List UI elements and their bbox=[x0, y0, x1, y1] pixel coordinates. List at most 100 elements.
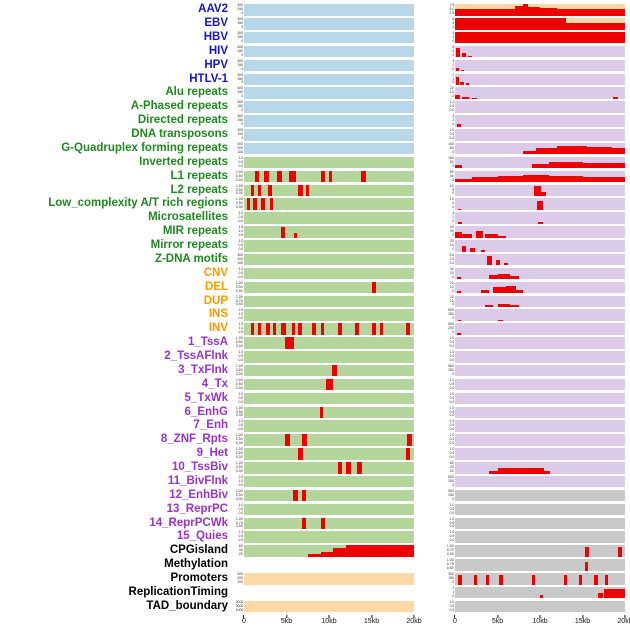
right-track-panel bbox=[455, 309, 625, 321]
y-tick-label: 3000 bbox=[235, 600, 243, 604]
y-axis-ticks bbox=[232, 587, 244, 599]
y-axis-ticks: 1.0 0.5 0.0 bbox=[443, 337, 455, 349]
y-axis-ticks: 100 50 0 bbox=[443, 143, 455, 155]
track-row: 7_Enh 1.0 0.5 0.0 1.0 0.5 0.0 bbox=[0, 419, 630, 433]
signal-bar bbox=[298, 323, 302, 335]
signal-bar bbox=[618, 547, 623, 557]
left-track-panel bbox=[244, 517, 414, 530]
y-axis-ticks: 1.0 0.5 0.0 bbox=[232, 212, 244, 224]
signal-bar bbox=[298, 448, 303, 460]
signal-bar bbox=[597, 592, 603, 599]
y-tick-label: 0.50 bbox=[236, 368, 243, 372]
signal-bar bbox=[456, 124, 461, 127]
track-rows: AAV2 300 150 0 7.5 5.0 2.5 EBV 300 150 0 6 4 2 HBV 300 1… bbox=[0, 3, 630, 614]
x-tick: 20kb bbox=[617, 614, 630, 625]
signal-bar bbox=[272, 323, 277, 335]
right-track-panel bbox=[455, 184, 625, 197]
y-tick-label: 0 bbox=[241, 108, 243, 113]
y-axis-ticks: 1.0 0.5 0.0 bbox=[443, 531, 455, 543]
track-row: AAV2 300 150 0 7.5 5.0 2.5 bbox=[0, 3, 630, 17]
y-axis-ticks: 1.00 0.50 0.00 bbox=[232, 462, 244, 474]
y-axis-ticks: 1.0 0.5 0.0 bbox=[443, 129, 455, 141]
right-track-panel bbox=[455, 115, 625, 127]
y-tick-label: 150 bbox=[237, 63, 243, 67]
left-track-panel bbox=[244, 364, 414, 377]
x-tick: 10kb bbox=[532, 614, 548, 625]
track-row: DUP 1.00 0.75 0.50 20 10 0 bbox=[0, 294, 630, 308]
signal-bar bbox=[535, 148, 557, 155]
y-tick-label: 0 bbox=[241, 11, 243, 16]
y-tick-label: 5.0 bbox=[449, 253, 454, 258]
y-tick-label: 10 bbox=[450, 299, 454, 303]
y-tick-label: 0.0 bbox=[238, 427, 243, 432]
x-tick: 15kb bbox=[364, 614, 379, 625]
signal-bar bbox=[297, 184, 303, 197]
y-tick-label: 1.0 bbox=[238, 267, 243, 271]
signal-bar bbox=[484, 304, 494, 308]
y-tick-label: 0.50 bbox=[236, 340, 243, 345]
y-tick-label: 0.00 bbox=[236, 469, 243, 474]
y-tick-label: 1.0 bbox=[238, 392, 243, 396]
y-tick-label: 1.00 bbox=[236, 364, 243, 369]
y-tick-label: 0.0 bbox=[449, 358, 454, 363]
y-tick-label: 1.00 bbox=[447, 558, 454, 563]
y-tick-label: 1.0 bbox=[238, 239, 243, 244]
y-tick-label: 1.0 bbox=[449, 600, 454, 604]
y-tick-label: 0 bbox=[241, 94, 243, 99]
left-track-panel bbox=[244, 18, 414, 30]
left-track-panel bbox=[244, 115, 414, 127]
y-tick-label: 0.50 bbox=[236, 382, 243, 386]
y-tick-label: 2 bbox=[452, 73, 454, 77]
track-row: L2 repeats 1.00 0.50 0.00 10 5 0 bbox=[0, 183, 630, 197]
y-tick-label: 150 bbox=[237, 7, 243, 12]
y-axis-ticks: 1.5 1.0 0.5 bbox=[232, 226, 244, 238]
y-axis-ticks: 1.00 0.50 0.00 bbox=[232, 198, 244, 210]
y-tick-label: 300 bbox=[237, 17, 243, 22]
left-track-panel bbox=[244, 253, 414, 266]
y-tick-label: 60 bbox=[450, 461, 454, 466]
signal-bar bbox=[337, 462, 342, 474]
y-tick-label: 0 bbox=[241, 39, 243, 43]
y-axis-ticks: 300 150 0 bbox=[232, 129, 244, 141]
right-track-panel bbox=[455, 503, 625, 516]
y-tick-label: 0.5 bbox=[449, 437, 454, 442]
signal-bar bbox=[612, 148, 625, 155]
signal-bar bbox=[267, 184, 273, 197]
y-axis-ticks: 1.0 0.5 0.0 bbox=[232, 503, 244, 516]
y-axis-ticks: 1.0 0.5 0.0 bbox=[443, 517, 455, 530]
y-tick-label: 0.00 bbox=[236, 344, 243, 349]
track-label: HIV bbox=[208, 44, 228, 57]
y-axis-ticks: 500 250 0 bbox=[443, 309, 455, 321]
left-track-panel bbox=[244, 295, 414, 308]
signal-bar bbox=[493, 286, 506, 294]
y-tick-label: 0.5 bbox=[449, 521, 454, 525]
signal-bar bbox=[460, 81, 465, 86]
signal-bar bbox=[319, 406, 324, 419]
y-tick-label: 0 bbox=[452, 122, 454, 127]
track-row: HBV 300 150 0 4 2 0 bbox=[0, 31, 630, 45]
y-tick-label: 0 bbox=[452, 289, 454, 293]
y-axis-ticks: 20 10 0 bbox=[443, 87, 455, 99]
y-tick-label: 0.00 bbox=[236, 205, 243, 210]
signal-bar bbox=[457, 208, 461, 210]
signal-bar bbox=[466, 83, 470, 86]
signal-bar bbox=[497, 319, 503, 321]
signal-bar bbox=[594, 574, 598, 585]
y-tick-label: 0.75 bbox=[447, 562, 454, 567]
track-label: 4_Tx bbox=[201, 377, 228, 390]
y-tick-label: 150 bbox=[237, 118, 243, 123]
x-tick-label: 20kb bbox=[406, 617, 422, 625]
y-tick-label: 2.0 bbox=[238, 475, 243, 480]
y-tick-label: 1.0 bbox=[449, 336, 454, 341]
y-tick-label: 0.5 bbox=[449, 354, 454, 359]
right-track-panel bbox=[455, 462, 625, 474]
y-tick-label: 1.0 bbox=[238, 503, 243, 507]
signal-bar bbox=[557, 146, 587, 155]
left-track-panel bbox=[244, 503, 414, 516]
y-tick-label: 300 bbox=[237, 45, 243, 49]
y-tick-label: 1.0 bbox=[238, 350, 243, 355]
right-track-panel bbox=[455, 489, 625, 502]
right-track-panel bbox=[455, 31, 625, 44]
